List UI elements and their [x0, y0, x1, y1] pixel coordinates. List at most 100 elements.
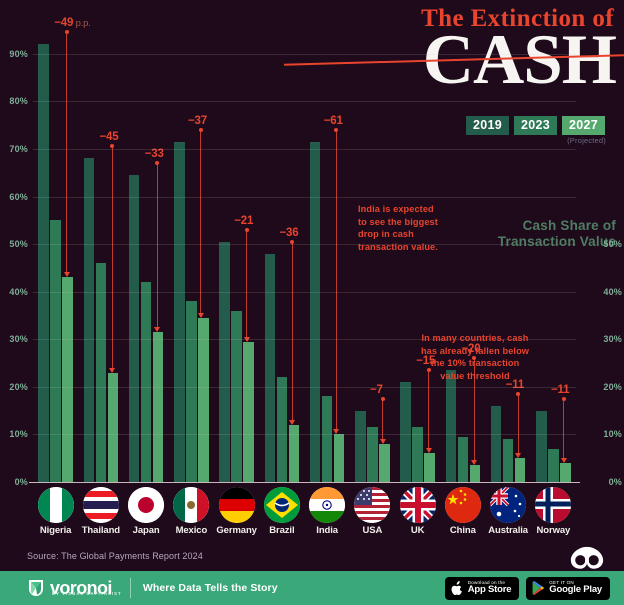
google-play-text: GET IT ON Google Play [549, 579, 602, 596]
bar-norway-2027 [560, 462, 571, 482]
app-store-text: Download on the App Store [467, 579, 512, 596]
gridline [33, 434, 576, 436]
bar-germany-2023 [231, 310, 242, 482]
drop-start-dot-thailand [110, 144, 115, 149]
legend-note: (Projected) [567, 136, 606, 145]
drop-start-dot-india [334, 127, 339, 132]
drop-start-dot-china [472, 356, 477, 361]
flag-icon-thailand [82, 487, 119, 523]
footer-brand-sub: BY VISUAL CAPITALIST [52, 591, 122, 596]
drop-start-dot-usa [380, 396, 385, 401]
country-mexico: Mexico [169, 487, 214, 536]
flag-icon-brazil [263, 487, 300, 523]
drop-arrow-usa [379, 438, 386, 444]
bar-thailand-2019 [83, 158, 95, 482]
y-tick-left-90: 90% [9, 48, 28, 59]
gridline [33, 386, 576, 388]
bar-japan-2023 [140, 282, 152, 482]
voronoi-mark-icon [26, 578, 46, 598]
country-australia: Australia [486, 487, 531, 536]
bars-layer [33, 30, 576, 492]
y-tick-right-30: 30% [603, 334, 622, 345]
google-play-badge[interactable]: GET IT ON Google Play [526, 576, 610, 600]
drop-label-mexico: −37 [188, 114, 207, 127]
apple-icon [451, 581, 462, 595]
drop-label-china: −20 [461, 343, 481, 356]
flag-icon-nigeria [37, 487, 74, 523]
y-tick-left-10: 10% [9, 429, 28, 440]
country-label-brazil: Brazil [269, 525, 295, 536]
bar-japan-2019 [128, 175, 140, 482]
drop-line-usa [382, 398, 384, 443]
footer-bar: voronoi BY VISUAL CAPITALIST Where Data … [0, 571, 624, 605]
drop-line-uk [428, 370, 430, 453]
country-label-china: China [449, 525, 476, 536]
bar-australia-2023 [502, 439, 514, 482]
app-store-small: Download on the [467, 579, 506, 585]
legend-chip-2027: 2027 [562, 116, 606, 135]
app-store-badge[interactable]: Download on the App Store [444, 576, 520, 600]
drop-start-dot-australia [516, 391, 521, 396]
drop-arrow-japan [154, 327, 161, 333]
y-tick-right-10: 10% [603, 429, 622, 440]
flag-icon-india [309, 487, 346, 523]
app-store-big: App Store [467, 584, 512, 596]
bar-australia-2019 [490, 405, 502, 482]
drop-arrow-india [333, 429, 340, 435]
source-text: Source: The Global Payments Report 2024 [27, 551, 203, 561]
flag-icon-mexico [173, 487, 210, 523]
drop-start-dot-nigeria [64, 30, 69, 35]
bar-mexico-2027 [198, 317, 209, 482]
bar-brazil-2027 [288, 424, 300, 482]
y-axis-title: Cash Share of Transaction Value [497, 218, 616, 249]
bar-usa-2023 [367, 427, 378, 482]
gridline [33, 53, 576, 55]
drop-line-norway [563, 398, 565, 462]
drop-line-thailand [111, 146, 113, 372]
bar-india-2027 [333, 434, 345, 482]
drop-unit: p.p. [73, 18, 91, 30]
google-play-small: GET IT ON [549, 579, 574, 585]
bar-uk-2027 [424, 453, 435, 482]
title-block: The Extinction of CASH [284, 5, 624, 96]
country-germany: Germany [214, 487, 259, 536]
gridline [33, 339, 576, 341]
bar-mexico-2019 [174, 141, 185, 482]
drop-start-dot-brazil [290, 239, 295, 244]
country-label-nigeria: Nigeria [39, 525, 72, 536]
bar-china-2023 [457, 436, 469, 482]
y-tick-left-80: 80% [9, 96, 28, 107]
drop-arrow-uk [425, 448, 432, 454]
drop-label-india: −61 [323, 114, 343, 127]
bar-norway-2023 [548, 448, 559, 482]
bar-brazil-2019 [264, 253, 276, 482]
country-label-india: India [316, 525, 338, 536]
bar-thailand-2023 [95, 263, 107, 482]
y-tick-left-20: 20% [9, 381, 28, 392]
drop-start-dot-germany [244, 227, 249, 232]
drop-arrow-germany [243, 336, 250, 342]
drop-arrow-australia [515, 453, 522, 459]
annotation-india: India is expected to see the biggest drop … [358, 204, 438, 253]
country-china: China [440, 487, 485, 536]
bar-nigeria-2027 [62, 277, 73, 482]
y-tick-left-0: 0% [14, 477, 28, 487]
drop-annotations-layer: −49 p.p. −45 −33 −37 −21 −36 −61 −7 −15 −20 −11 −11 [33, 17, 576, 492]
country-label-mexico: Mexico [175, 525, 208, 536]
gridline [33, 244, 576, 246]
y-tick-right-40: 40% [603, 286, 622, 297]
bar-norway-2019 [536, 410, 547, 482]
drop-start-dot-norway [561, 396, 566, 401]
bar-germany-2027 [243, 341, 254, 482]
country-label-japan: Japan [132, 525, 160, 536]
drop-label-nigeria: −49 p.p. [54, 17, 91, 30]
drop-label-brazil: −36 [279, 226, 299, 239]
bar-chart: −49 p.p. −45 −33 −37 −21 −36 −61 −7 −15 −20 −11 −11… [0, 17, 624, 492]
bar-australia-2027 [514, 458, 526, 482]
country-label-germany: Germany [216, 525, 257, 536]
gridline [33, 148, 576, 150]
drop-label-uk: −15 [416, 355, 436, 368]
country-uk: UK [395, 487, 440, 536]
drop-arrow-nigeria [63, 272, 70, 278]
flag-icon-australia [490, 487, 527, 523]
